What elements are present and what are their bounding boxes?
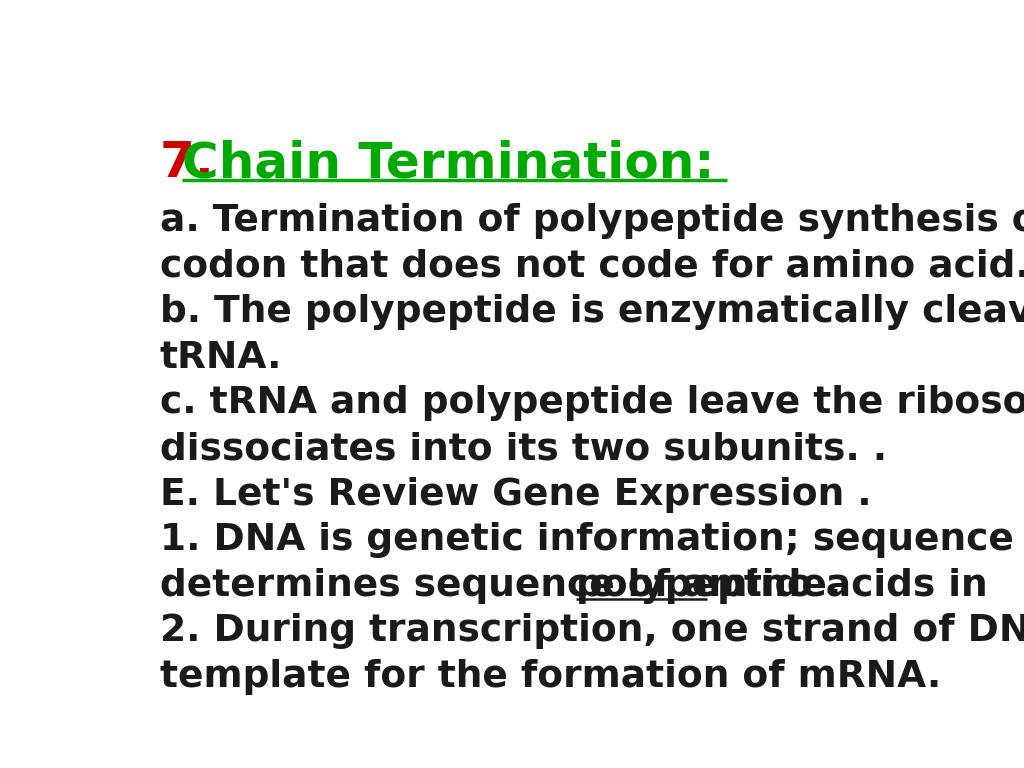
Text: tRNA.: tRNA.	[160, 340, 283, 376]
Text: polypeptide.: polypeptide.	[575, 568, 842, 604]
Text: c. tRNA and polypeptide leave the ribosome, which: c. tRNA and polypeptide leave the riboso…	[160, 386, 1024, 422]
Text: 2. During transcription, one strand of DNA serves as a: 2. During transcription, one strand of D…	[160, 613, 1024, 649]
Text: E. Let's Review Gene Expression .: E. Let's Review Gene Expression .	[160, 476, 871, 512]
Text: 7.: 7.	[160, 140, 231, 187]
Text: template for the formation of mRNA.: template for the formation of mRNA.	[160, 659, 941, 695]
Text: b. The polypeptide is enzymatically cleaved from the last: b. The polypeptide is enzymatically clea…	[160, 294, 1024, 330]
Text: Chain Termination:: Chain Termination:	[182, 140, 715, 187]
Text: dissociates into its two subunits. .: dissociates into its two subunits. .	[160, 431, 887, 467]
Text: 1. DNA is genetic information; sequence of bases: 1. DNA is genetic information; sequence …	[160, 522, 1024, 558]
Text: codon that does not code for amino acid.: codon that does not code for amino acid.	[160, 249, 1024, 285]
Text: a. Termination of polypeptide synthesis occurs at stop: a. Termination of polypeptide synthesis …	[160, 204, 1024, 240]
Text: determines sequence of amino acids in: determines sequence of amino acids in	[160, 568, 1000, 604]
